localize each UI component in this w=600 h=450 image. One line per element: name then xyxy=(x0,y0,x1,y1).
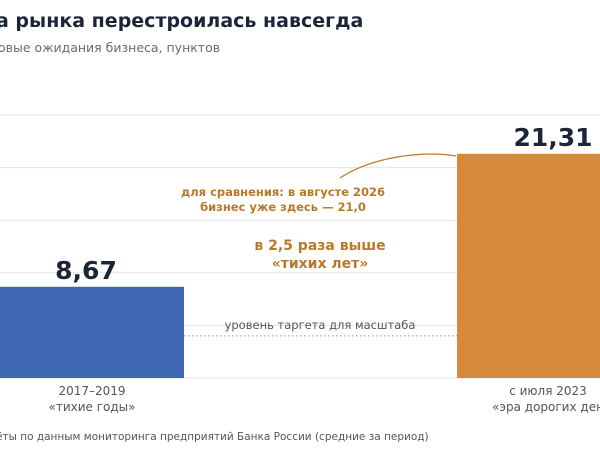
x-tick-label-2017-2019: 2017–2019 xyxy=(58,384,125,398)
x-tick-label-since-july-2023: с июля 2023 xyxy=(509,384,587,398)
chart-title: а рынка перестроилась навсегда xyxy=(0,10,364,32)
bar-since-july-2023 xyxy=(457,153,600,378)
value-label-since-july-2023: 21,31 xyxy=(513,123,592,152)
ratio-annotation-line-2: «тихих лет» xyxy=(272,256,369,272)
ratio-annotation-line-1: в 2,5 раза выше xyxy=(254,238,385,254)
bar-2017-2019 xyxy=(0,286,184,378)
chart-subtitle: овые ожидания бизнеса, пунктов xyxy=(0,40,221,55)
source-note: ёты по данным мониторинга предприятий Ба… xyxy=(0,431,429,443)
bar-chart: уровень таргета для масштаба 8,67 21,31 … xyxy=(0,114,600,414)
value-label-2017-2019: 8,67 xyxy=(55,256,117,285)
x-tick-sublabel-2017-2019: «тихие годы» xyxy=(49,400,136,414)
reference-line-label: уровень таргета для масштаба xyxy=(225,318,416,332)
comparison-annotation-line-2: бизнес уже здесь — 21,0 xyxy=(200,200,366,214)
comparison-annotation-line-1: для сравнения: в августе 2026 xyxy=(181,185,385,199)
annotation-connector xyxy=(339,153,457,179)
x-tick-sublabel-since-july-2023: «эра дорогих ден xyxy=(492,400,600,414)
